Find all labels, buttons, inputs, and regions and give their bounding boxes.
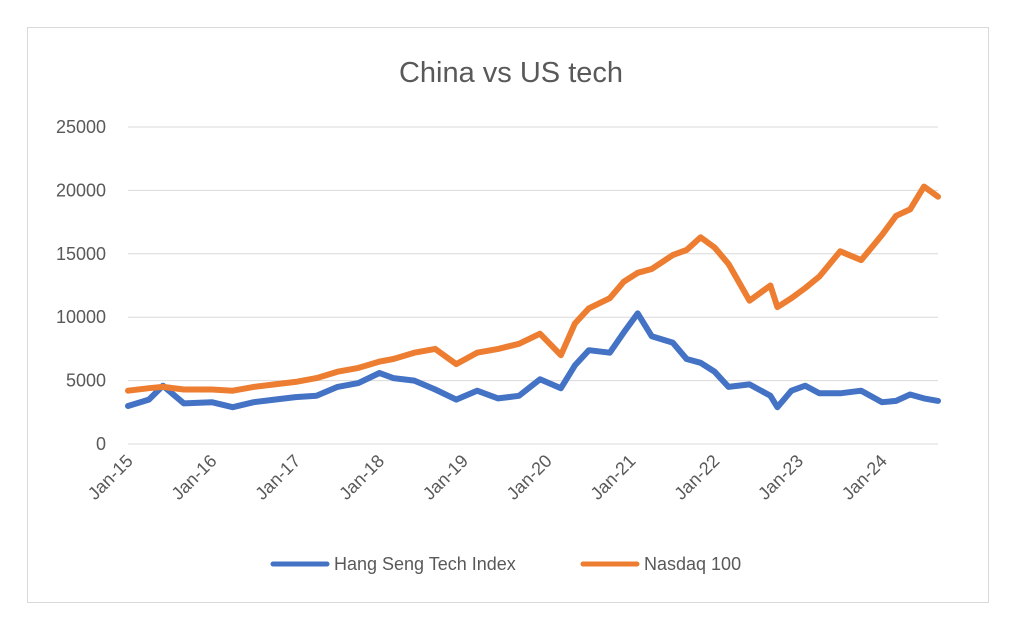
legend: Hang Seng Tech Index Nasdaq 100 [270,554,741,574]
x-tick-label: Jan-15 [84,451,137,504]
x-tick-label: Jan-21 [587,451,640,504]
x-tick-label: Jan-17 [251,451,304,504]
x-tick-label: Jan-19 [419,451,472,504]
x-tick-label: Jan-16 [168,451,221,504]
y-tick-label: 20000 [56,180,106,200]
series-line-hang-seng-tech [125,310,941,411]
x-axis-ticks: Jan-15 Jan-16 Jan-17 Jan-18 Jan-19 Jan-20 Jan-… [84,451,891,504]
chart-frame: China vs US tech 0 5000 10000 15000 20000 250… [27,27,989,603]
y-tick-label: 5000 [66,371,106,391]
x-tick-label: Jan-23 [754,451,807,504]
chart-canvas: China vs US tech 0 5000 10000 15000 20000 250… [56,57,941,574]
y-tick-label: 0 [96,434,106,454]
chart-title: China vs US tech [399,57,623,89]
series-line-nasdaq-100 [125,183,941,394]
gridlines [128,126,938,445]
y-tick-label: 10000 [56,307,106,327]
x-tick-label: Jan-22 [670,451,723,504]
legend-label: Nasdaq 100 [644,554,741,574]
legend-label: Hang Seng Tech Index [334,554,516,574]
y-tick-label: 25000 [56,117,106,137]
x-tick-label: Jan-20 [503,451,556,504]
series-lines [125,183,941,411]
y-tick-label: 15000 [56,244,106,264]
y-axis-ticks: 0 5000 10000 15000 20000 25000 [56,117,106,454]
x-tick-label: Jan-24 [838,451,891,504]
x-tick-label: Jan-18 [335,451,388,504]
